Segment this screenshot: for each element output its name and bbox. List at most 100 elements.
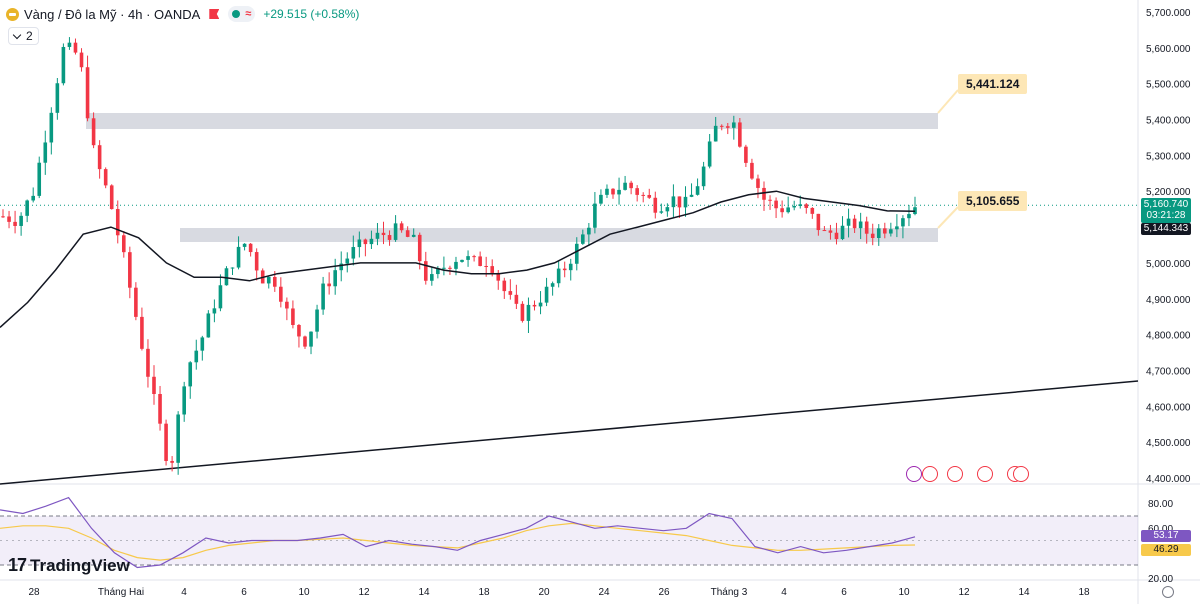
time-tick-label: 14 xyxy=(1018,587,1030,598)
candle-body xyxy=(581,234,585,244)
logo-mark: 17 xyxy=(8,555,27,575)
market-status-pill[interactable]: ≈ xyxy=(228,6,256,22)
rsi-ma-value-tag: 46.29 xyxy=(1141,544,1191,556)
candle-body xyxy=(454,261,458,269)
candle-body xyxy=(37,162,42,196)
time-tick-label: 12 xyxy=(958,587,970,598)
bar-countdown: 03:21:28 xyxy=(1146,210,1186,221)
candle-body xyxy=(345,258,350,264)
candle-body xyxy=(218,285,223,309)
candle-body xyxy=(417,234,422,262)
candle-body xyxy=(309,331,313,347)
candle-body xyxy=(31,195,35,201)
candle-body xyxy=(532,304,537,307)
candle-body xyxy=(128,252,132,288)
candle-body xyxy=(774,200,778,209)
candle-body xyxy=(170,460,174,463)
candle-body xyxy=(158,394,162,424)
candle-body xyxy=(605,188,609,195)
candle-body xyxy=(870,233,875,239)
us-flag-event-icon[interactable] xyxy=(947,466,963,482)
candle-body xyxy=(768,199,772,201)
candle-body xyxy=(653,197,658,213)
candle-body xyxy=(883,228,887,234)
candle-body xyxy=(399,223,404,231)
rsi-value-tag: 53.17 xyxy=(1141,530,1191,542)
us-flag-event-icon[interactable] xyxy=(1013,466,1029,482)
candle-body xyxy=(713,125,718,142)
candle-body xyxy=(91,118,96,146)
candle-body xyxy=(236,246,241,268)
candle-body xyxy=(792,206,797,208)
moving-average-line xyxy=(0,190,916,328)
flag-icon[interactable] xyxy=(209,9,220,19)
current-price: 5,160.740 xyxy=(1143,199,1189,210)
candle-body xyxy=(140,316,144,349)
chevron-down-icon xyxy=(12,30,22,39)
candle-body xyxy=(164,423,168,461)
candle-body xyxy=(224,268,229,286)
candle-body xyxy=(876,228,881,239)
lower-level-label[interactable]: 5,105.655 xyxy=(958,191,1028,211)
candle-body xyxy=(430,274,434,281)
candle-body xyxy=(508,291,513,295)
time-tick-label: 14 xyxy=(418,587,430,598)
candle-body xyxy=(67,42,72,47)
candle-body xyxy=(1,216,5,218)
candle-body xyxy=(49,112,54,143)
candle-body xyxy=(840,225,845,240)
candle-body xyxy=(321,283,325,310)
candle-body xyxy=(115,209,120,236)
candle-body xyxy=(182,386,186,415)
symbol-title[interactable]: Vàng / Đô la Mỹ · 4h · OANDA xyxy=(24,6,201,22)
candle-body xyxy=(472,256,476,258)
candle-body xyxy=(526,304,531,321)
candle-body xyxy=(85,67,90,119)
price-tick-label: 4,600.000 xyxy=(1146,402,1191,413)
candle-body xyxy=(677,196,682,208)
candle-body xyxy=(363,239,368,245)
lower-label-pointer xyxy=(937,206,959,229)
rsi-tick-label: 20.00 xyxy=(1148,574,1173,585)
candle-body xyxy=(297,324,301,337)
candle-body xyxy=(206,313,211,338)
candle-body xyxy=(689,194,694,197)
candle-body xyxy=(272,276,277,287)
candle-body xyxy=(520,303,525,321)
time-tick-label: 18 xyxy=(1078,587,1090,598)
logo-text: TradingView xyxy=(30,555,130,575)
us-flag-event-icon[interactable] xyxy=(977,466,993,482)
price-tick-label: 4,400.000 xyxy=(1146,474,1191,485)
candle-body xyxy=(538,302,543,307)
candle-body xyxy=(490,266,495,273)
price-change: +29.515 (+0.58%) xyxy=(263,7,360,21)
candle-body xyxy=(405,230,410,237)
settings-gear-icon[interactable] xyxy=(1162,586,1174,598)
tradingview-logo[interactable]: 17 TradingView xyxy=(8,555,130,576)
gold-coin-icon xyxy=(6,7,19,21)
candle-body xyxy=(242,243,247,247)
candle-body xyxy=(351,247,356,259)
us-flag-event-icon[interactable] xyxy=(922,466,938,482)
upper-level-label[interactable]: 5,441.124 xyxy=(958,74,1028,94)
candle-body xyxy=(707,141,712,167)
candle-body xyxy=(786,207,790,213)
time-tick-label: Tháng 3 xyxy=(711,587,748,598)
candle-body xyxy=(423,261,428,281)
candle-body xyxy=(822,230,827,232)
candle-body xyxy=(846,218,851,226)
candle-body xyxy=(671,196,676,208)
candle-body xyxy=(7,216,11,222)
candle-body xyxy=(121,235,126,253)
symbol-header[interactable]: Vàng / Đô la Mỹ · 4h · OANDA ≈ +29.515 (… xyxy=(6,5,359,23)
price-tick-label: 5,600.000 xyxy=(1146,44,1191,55)
candle-body xyxy=(725,126,730,128)
candle-body xyxy=(230,267,235,269)
candle-body xyxy=(393,223,398,240)
candle-body xyxy=(901,218,905,227)
bolt-event-icon[interactable] xyxy=(906,466,922,482)
candle-body xyxy=(562,268,567,271)
candle-body xyxy=(889,229,893,234)
indicators-toggle[interactable]: 2 xyxy=(8,27,39,45)
